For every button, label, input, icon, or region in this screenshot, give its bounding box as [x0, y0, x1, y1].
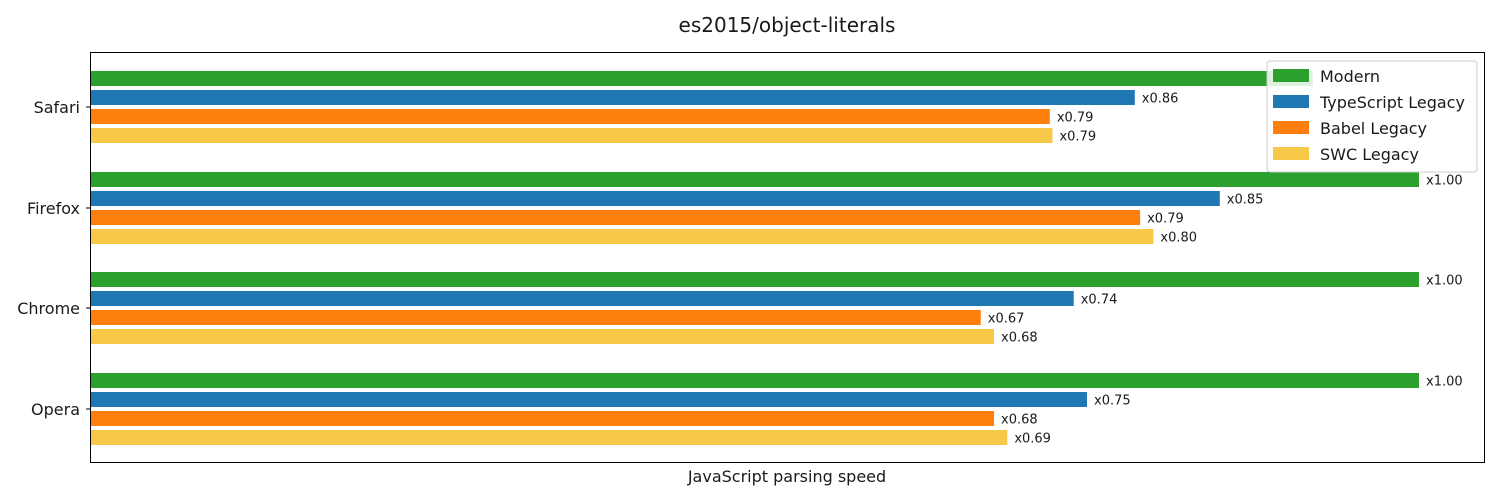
bar-label: x0.75 [1094, 394, 1131, 409]
bar [91, 411, 995, 426]
bar [91, 272, 1419, 287]
legend: Modern TypeScript Legacy Babel Legacy SWC L… [1266, 60, 1478, 173]
legend-label: Babel Legacy [1320, 119, 1427, 138]
bar [91, 172, 1419, 187]
bar [91, 191, 1220, 206]
bar [91, 71, 1313, 86]
bar-label: x0.74 [1081, 293, 1118, 308]
bar [91, 128, 1053, 143]
bar-label: x0.85 [1227, 193, 1264, 208]
legend-swatch [1273, 121, 1309, 134]
bar-label: x0.79 [1147, 212, 1184, 227]
bar [91, 392, 1087, 407]
category-label: Firefox [27, 199, 80, 218]
bar-label: x0.79 [1059, 130, 1096, 145]
bar [91, 291, 1074, 306]
bar [91, 373, 1419, 388]
category-labels: Safari Firefox Chrome Opera [17, 98, 91, 419]
legend-swatch [1273, 147, 1309, 160]
bar [91, 430, 1008, 445]
bar [91, 210, 1141, 225]
bar-label: x0.69 [1014, 432, 1051, 447]
category-label: Chrome [17, 299, 80, 318]
legend-label: SWC Legacy [1320, 145, 1419, 164]
plot-frame [90, 52, 1485, 463]
legend-swatch [1273, 69, 1309, 82]
bar [91, 310, 981, 325]
bar-label: x0.68 [1001, 413, 1038, 428]
bar [91, 329, 995, 344]
bar-label: x0.80 [1160, 231, 1197, 246]
bar [91, 229, 1154, 244]
bar [91, 109, 1050, 124]
x-axis-label: JavaScript parsing speed [687, 467, 886, 486]
bar-label: x0.68 [1001, 331, 1038, 346]
bar-label: x0.67 [988, 312, 1025, 327]
bar-label: x0.79 [1057, 111, 1094, 126]
bar-label: x1.00 [1426, 274, 1463, 289]
chart-title: es2015/object-literals [679, 13, 896, 37]
bar [91, 90, 1135, 105]
legend-box [1266, 60, 1478, 173]
bar-label: x1.00 [1426, 375, 1463, 390]
legend-swatch [1273, 95, 1309, 108]
category-label: Opera [31, 400, 80, 419]
bars-group: x0.86 x0.79 x0.79 x1.00 x0.85 x0.79 x0.80 x1.00… [91, 71, 1463, 447]
legend-label: TypeScript Legacy [1319, 93, 1465, 112]
bar-label: x1.00 [1426, 174, 1463, 189]
bar-label: x0.86 [1142, 92, 1179, 107]
category-label: Safari [34, 98, 80, 117]
legend-label: Modern [1320, 67, 1380, 86]
